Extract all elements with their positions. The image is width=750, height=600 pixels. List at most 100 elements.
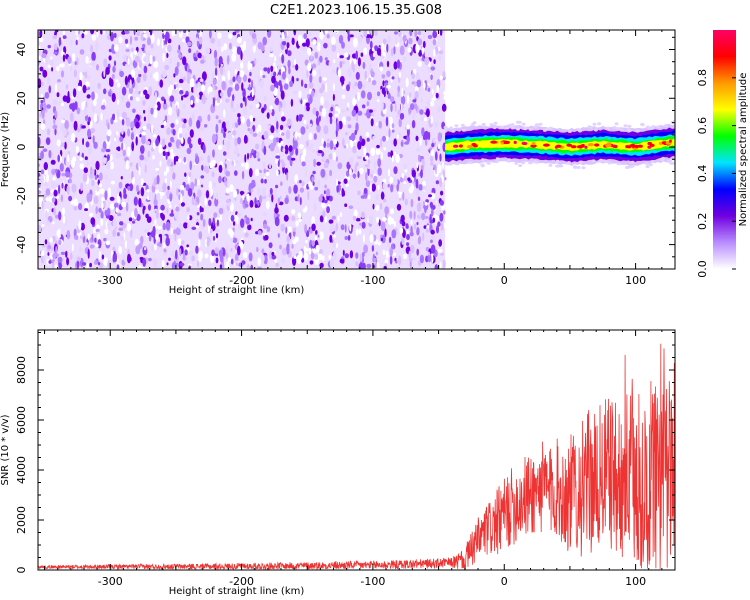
noise-speck: [92, 135, 95, 145]
noise-speck: [284, 144, 289, 155]
noise-speck: [353, 99, 358, 103]
noise-speck: [39, 30, 43, 39]
noise-speck: [442, 259, 446, 269]
noise-speck: [84, 208, 89, 212]
noise-speck: [148, 234, 152, 242]
noise-speck: [73, 69, 77, 78]
noise-speck: [108, 55, 112, 61]
noise-speck: [87, 233, 90, 241]
noise-speck: [417, 30, 422, 36]
noise-speck: [188, 171, 192, 178]
colorbar-tick-label: 0.8: [696, 69, 709, 87]
noise-speck: [119, 70, 124, 78]
signal-halo-speck: [480, 164, 485, 168]
noise-speck: [229, 79, 234, 85]
noise-speck: [53, 51, 58, 55]
x-axis-label: Height of straight line (km): [169, 285, 305, 296]
noise-speck: [41, 53, 47, 59]
noise-speck: [297, 133, 302, 137]
signal-halo-speck: [616, 127, 621, 131]
noise-speck: [121, 111, 127, 119]
noise-speck: [263, 67, 268, 72]
noise-speck: [142, 126, 147, 131]
noise-speck: [278, 104, 281, 113]
noise-speck: [212, 97, 215, 108]
noise-speck: [125, 163, 129, 170]
signal-halo-speck: [480, 158, 485, 162]
noise-speck: [355, 71, 360, 80]
noise-speck: [234, 69, 238, 75]
noise-speck: [341, 41, 345, 49]
noise-speck: [261, 187, 266, 192]
noise-speck: [395, 266, 400, 269]
noise-speck: [317, 150, 323, 154]
noise-speck: [369, 182, 372, 192]
noise-speck: [68, 195, 73, 202]
signal-halo-speck: [559, 164, 564, 168]
noise-speck: [357, 80, 363, 90]
signal-halo-speck: [518, 164, 523, 168]
noise-speck: [376, 217, 379, 224]
noise-speck: [210, 37, 216, 44]
noise-speck: [308, 181, 311, 188]
noise-speck: [276, 120, 279, 130]
noise-speck: [386, 70, 391, 78]
noise-speck: [111, 44, 115, 54]
noise-speck: [195, 245, 199, 254]
noise-speck: [41, 81, 44, 87]
noise-speck: [332, 241, 336, 249]
noise-speck: [102, 162, 105, 166]
noise-speck: [355, 161, 359, 167]
noise-speck: [150, 244, 155, 252]
noise-speck: [140, 145, 145, 154]
noise-speck: [256, 246, 259, 253]
noise-speck: [313, 202, 317, 212]
x-tick-label: 0: [501, 575, 508, 588]
noise-speck: [267, 67, 271, 74]
noise-speck: [247, 97, 253, 101]
noise-speck: [312, 39, 317, 46]
noise-speck: [116, 195, 121, 204]
noise-speck: [61, 182, 64, 189]
noise-speck: [225, 252, 229, 260]
noise-speck: [399, 34, 403, 43]
noise-speck: [270, 65, 274, 73]
noise-speck: [394, 31, 398, 35]
noise-speck: [56, 66, 60, 72]
noise-speck: [130, 228, 133, 238]
noise-speck: [64, 141, 67, 150]
noise-speck: [342, 249, 345, 256]
noise-speck: [318, 195, 323, 203]
noise-speck: [442, 161, 445, 170]
noise-speck: [116, 264, 120, 269]
noise-speck: [98, 250, 102, 260]
noise-speck: [158, 209, 163, 213]
noise-speck: [111, 113, 116, 121]
noise-speck: [319, 231, 324, 241]
noise-speck: [186, 126, 190, 131]
noise-speck: [212, 236, 216, 241]
noise-speck: [435, 92, 439, 99]
noise-speck: [166, 207, 169, 214]
noise-speck: [377, 241, 381, 246]
noise-speck: [214, 228, 220, 233]
noise-speck: [362, 104, 366, 109]
noise-speck: [286, 36, 291, 40]
noise-speck: [319, 215, 324, 223]
noise-speck: [390, 103, 393, 112]
noise-speck: [247, 152, 249, 160]
noise-speck: [347, 67, 352, 78]
noise-speck: [305, 230, 310, 238]
noise-speck: [347, 235, 351, 241]
noise-speck: [148, 86, 152, 97]
noise-speck: [153, 142, 156, 150]
noise-speck: [94, 260, 98, 265]
noise-speck: [121, 86, 127, 96]
noise-speck: [148, 257, 152, 262]
signal-halo-speck: [650, 126, 655, 130]
noise-speck: [377, 167, 382, 176]
noise-speck: [414, 90, 419, 100]
noise-speck: [386, 85, 392, 89]
noise-speck: [50, 189, 54, 194]
noise-speck: [129, 96, 133, 101]
